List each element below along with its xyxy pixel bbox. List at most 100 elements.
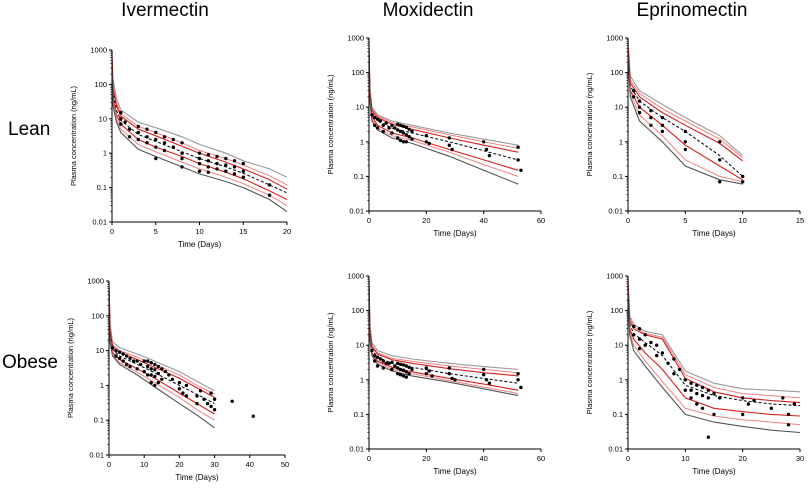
row-label-lean: Lean [8, 119, 51, 140]
observed-point [119, 122, 123, 126]
observed-point [119, 117, 123, 121]
observed-point [398, 362, 403, 366]
observed-point [396, 136, 400, 140]
observed-point [746, 402, 751, 406]
observed-point [396, 128, 400, 132]
y-tick-label: 10 [99, 114, 107, 123]
observed-point [516, 158, 520, 162]
observed-point [424, 366, 428, 370]
series-line-red-lower [111, 63, 288, 200]
series-line-red-lower-light [108, 293, 215, 421]
observed-point [683, 388, 687, 392]
observed-point [195, 394, 199, 398]
observed-point [655, 343, 659, 347]
observed-point [404, 375, 408, 379]
observed-point [769, 406, 773, 410]
observed-point [212, 397, 217, 401]
observed-point [427, 369, 431, 373]
observed-point [660, 115, 665, 120]
x-tick-label: 0 [110, 227, 114, 236]
observed-point [198, 389, 203, 393]
y-tick-label: 0.1 [613, 172, 623, 181]
observed-point [378, 119, 383, 123]
observed-point [232, 159, 237, 163]
observed-point [136, 137, 140, 142]
observed-point [786, 423, 791, 427]
y-tick-label: 0.1 [94, 416, 104, 425]
x-tick-label: 30 [796, 454, 804, 463]
observed-point [154, 137, 158, 142]
observed-point [637, 99, 642, 103]
observed-point [482, 373, 486, 377]
observed-point [516, 145, 520, 149]
observed-point [177, 387, 182, 391]
observed-point [741, 174, 745, 179]
observed-point [146, 373, 150, 377]
series-line-red-upper [627, 281, 801, 404]
observed-point [404, 370, 408, 374]
observed-point [154, 145, 158, 149]
observed-point [131, 359, 136, 363]
x-tick-label: 20 [738, 454, 746, 463]
observed-point [206, 170, 210, 174]
observed-point [232, 165, 237, 169]
observed-point [127, 127, 132, 131]
observed-point [695, 391, 699, 396]
observed-point [197, 161, 202, 166]
observed-point [149, 373, 153, 377]
observed-point [149, 361, 153, 365]
observed-point [396, 122, 400, 127]
observed-point [398, 373, 403, 377]
observed-point [241, 161, 245, 166]
chart-panel-moxidectin-obese: 0.01 0.1 1 10 100 1000 0 20 40 60 Time (Days) Plasm… [326, 272, 545, 477]
observed-point [706, 435, 710, 439]
observed-point [407, 127, 411, 131]
observed-point [167, 373, 171, 377]
y-tick-label: 0.01 [89, 451, 104, 460]
observed-point [424, 134, 428, 138]
observed-point [156, 380, 160, 385]
observed-point [396, 361, 400, 365]
observed-point [410, 129, 414, 134]
y-tick-label: 100 [94, 80, 107, 89]
column-title-moxidectin: Moxidectin [382, 0, 474, 21]
x-tick-label: 40 [246, 460, 254, 469]
observed-point [156, 364, 160, 369]
observed-point [632, 324, 636, 329]
observed-point [127, 135, 132, 139]
observed-point [677, 367, 682, 372]
series-line-red-lower [368, 286, 519, 391]
observed-point [124, 362, 129, 367]
observed-point [781, 396, 785, 400]
observed-point [117, 350, 122, 354]
observed-point [205, 401, 210, 406]
observed-point [381, 129, 385, 134]
observed-point [381, 366, 385, 370]
observed-point [146, 364, 150, 369]
series-line-median [368, 48, 519, 161]
x-tick-label: 0 [107, 460, 111, 469]
observed-point [516, 378, 520, 382]
x-axis-label: Time (Days) [175, 473, 219, 482]
observed-point [401, 363, 406, 367]
y-tick-label: 1 [619, 137, 623, 146]
observed-point [373, 359, 377, 363]
observed-point [655, 353, 659, 358]
series-line-grey-upper [368, 277, 519, 370]
observed-point [135, 367, 139, 371]
observed-point [718, 140, 722, 144]
x-tick-label: 15 [239, 227, 247, 236]
y-tick-label: 0.01 [92, 218, 107, 227]
observed-point [153, 362, 157, 367]
observed-point [224, 169, 228, 173]
observed-point [230, 399, 234, 403]
y-tick-label: 10 [356, 103, 364, 112]
y-axis-label: Plasma concentration (ng/mL) [69, 85, 78, 186]
observed-point [398, 138, 403, 143]
observed-point [267, 193, 272, 197]
observed-point [267, 183, 272, 187]
observed-point [154, 156, 158, 161]
observed-point [660, 123, 665, 128]
observed-point [387, 361, 391, 365]
y-tick-label: 1000 [606, 34, 623, 43]
